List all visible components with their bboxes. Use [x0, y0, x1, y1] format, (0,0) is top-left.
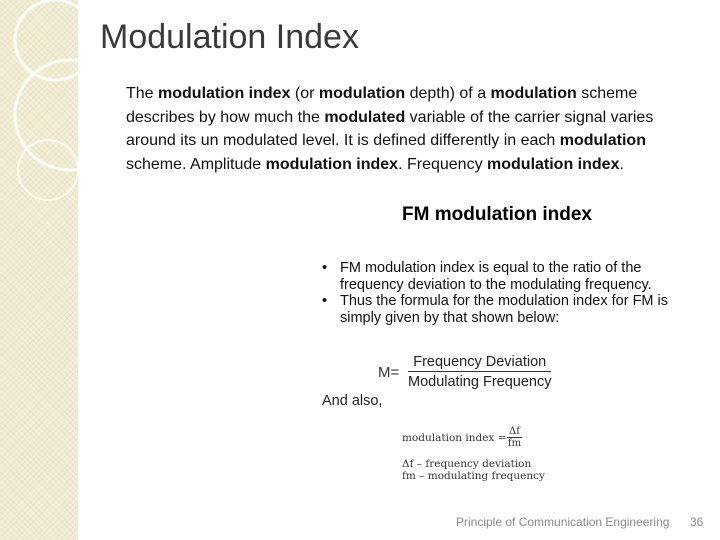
body-text-run: scheme. Amplitude [126, 155, 266, 173]
fm-bullet-list: • FM modulation index is equal to the ra… [322, 260, 692, 326]
formula-fraction: Frequency Deviation Modulating Frequency [408, 354, 552, 390]
formula-lhs: M= [378, 364, 400, 381]
body-bold-term: modulation index [265, 155, 399, 173]
body-text-run: variable of the carrier signal varies ar… [126, 108, 654, 150]
bullet-text: Thus the formula for the modulation inde… [340, 293, 669, 326]
body-bold-term: modulation index [158, 85, 291, 102]
formula-modulation-index: M= Frequency Deviation Modulating Freque… [378, 354, 638, 394]
decorative-sidebar [0, 0, 78, 540]
body-bold-term: modulated [324, 108, 406, 126]
and-also-text: And also, [322, 393, 383, 409]
bullet-icon: • [322, 260, 328, 276]
body-bold-term: modulation [559, 132, 646, 149]
fm-heading: FM modulation index [402, 204, 592, 225]
bullet-icon: • [322, 293, 328, 309]
formula2-denominator: fm [507, 438, 522, 449]
formula-denominator: Modulating Frequency [408, 374, 552, 390]
formula-numerator: Frequency Deviation [408, 354, 552, 372]
slide-body-paragraph: The modulation index (or modulation dept… [126, 82, 706, 176]
decorative-circles [13, 0, 78, 201]
body-text-run: depth) of a [405, 85, 491, 102]
formula2-numerator: Δf [507, 426, 522, 438]
definition-fm: fm – modulating frequency [402, 470, 545, 482]
formula2-lhs: modulation index = [402, 432, 507, 444]
body-text-run: . Frequency [398, 155, 488, 173]
body-text-run: (or [290, 85, 319, 102]
body-text-run: . [619, 155, 624, 173]
body-text-run: The [126, 85, 159, 102]
bullet-text: FM modulation index is equal to the rati… [340, 260, 652, 293]
body-bold-term: modulation [490, 85, 577, 102]
body-bold-term: modulation [318, 85, 406, 102]
page-number: 36 [690, 515, 704, 529]
formula2-fraction: Δf fm [507, 426, 522, 449]
fm-bullet-item: • FM modulation index is equal to the ra… [322, 260, 692, 293]
fm-bullet-item: • Thus the formula for the modulation in… [322, 293, 692, 326]
symbol-definitions: Δf – frequency deviation fm – modulating… [402, 458, 545, 482]
footer-text: Principle of Communication Engineering [456, 515, 670, 529]
fm-modulation-index-image: FM modulation index • FM modulation inde… [318, 200, 698, 490]
definition-delta-f: Δf – frequency deviation [402, 458, 532, 470]
body-bold-term: modulation index [487, 155, 620, 173]
slide-title: Modulation Index [100, 18, 359, 56]
body-text-run: scheme describes by how much the [126, 85, 638, 126]
